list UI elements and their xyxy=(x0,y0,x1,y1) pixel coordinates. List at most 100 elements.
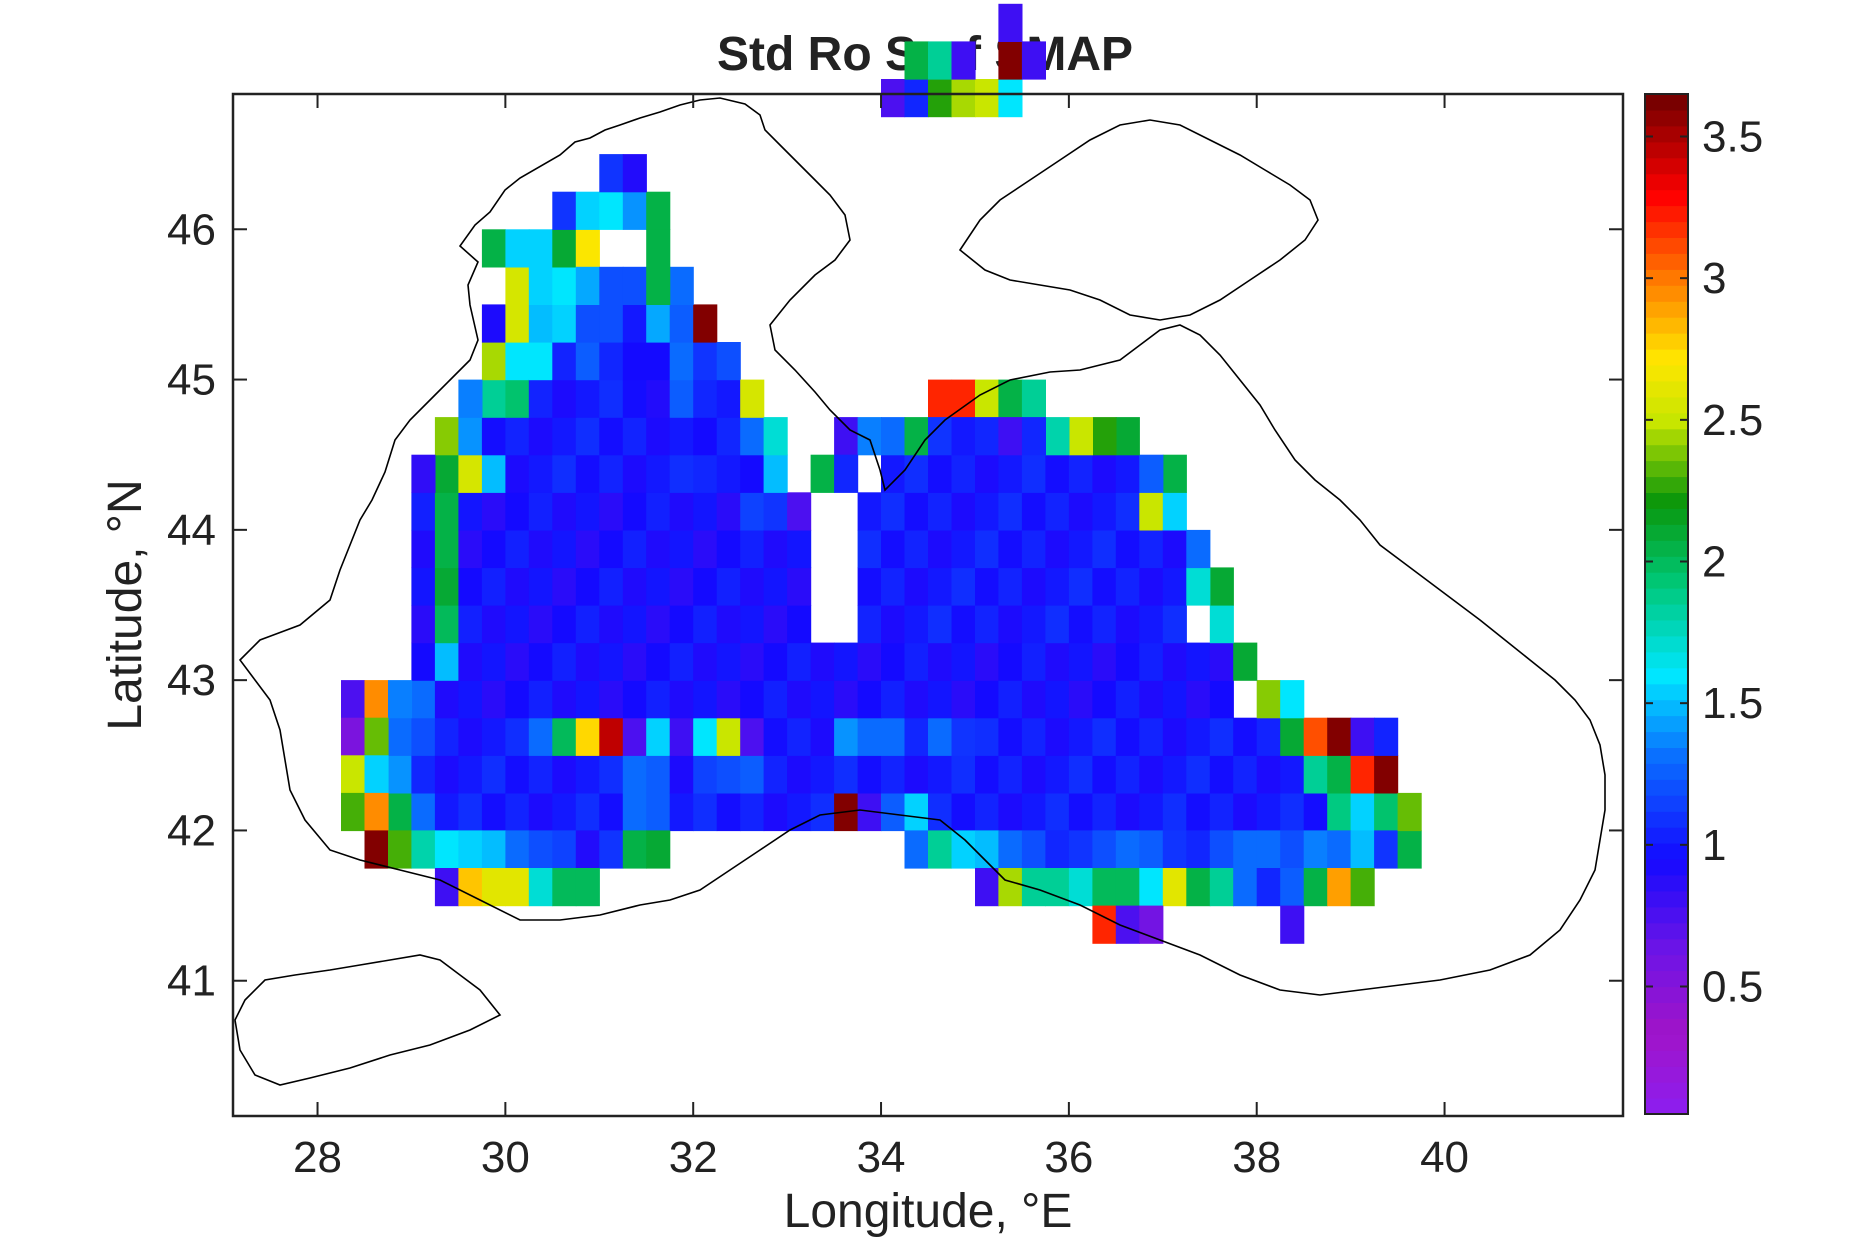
heatmap-cell xyxy=(810,680,835,719)
colorbar-swatch xyxy=(1645,189,1688,207)
heatmap-cell xyxy=(1233,830,1258,869)
heatmap-cell xyxy=(787,755,812,794)
heatmap-cell xyxy=(740,567,765,606)
heatmap-cell xyxy=(646,529,671,569)
heatmap-cell xyxy=(599,717,624,756)
heatmap-cell xyxy=(458,417,483,456)
heatmap-cell xyxy=(1256,755,1281,794)
heatmap-cell xyxy=(388,830,413,869)
heatmap-cell xyxy=(575,342,600,381)
heatmap-cell xyxy=(904,529,929,569)
heatmap-cell xyxy=(998,642,1023,681)
heatmap-cell xyxy=(975,492,1000,531)
heatmap-cell xyxy=(528,680,553,719)
heatmap-cell xyxy=(740,605,765,644)
heatmap-cell xyxy=(505,792,530,832)
heatmap-cell xyxy=(810,792,835,832)
heatmap-cell xyxy=(1374,717,1399,756)
heatmap-cell xyxy=(411,529,436,569)
heatmap-cell xyxy=(1139,755,1164,794)
heatmap-cell xyxy=(716,454,741,493)
heatmap-cell xyxy=(1045,454,1070,493)
heatmap-cell xyxy=(1256,792,1281,832)
colorbar-swatch xyxy=(1645,301,1688,318)
heatmap-cell xyxy=(1186,717,1211,756)
heatmap-cell xyxy=(951,642,976,681)
colorbar-swatch xyxy=(1645,253,1688,270)
heatmap-cell xyxy=(505,417,530,456)
heatmap-cell xyxy=(975,680,1000,719)
heatmap-cell xyxy=(716,567,741,606)
x-tick-label: 38 xyxy=(1232,1133,1281,1182)
heatmap-cell xyxy=(928,830,953,869)
heatmap-cell xyxy=(599,417,624,456)
heatmap-cell xyxy=(787,567,812,606)
heatmap-cell xyxy=(505,717,530,756)
heatmap-cell xyxy=(646,492,671,531)
heatmap-cell xyxy=(763,454,788,493)
heatmap-cell xyxy=(1092,492,1117,531)
heatmap-cell xyxy=(458,492,483,531)
heatmap-cell xyxy=(1162,680,1187,719)
heatmap-cell xyxy=(669,717,694,756)
heatmap-cell xyxy=(505,567,530,606)
heatmap-cell xyxy=(951,755,976,794)
heatmap-cell xyxy=(834,717,859,756)
heatmap-cell xyxy=(481,567,506,606)
plot-frame xyxy=(231,92,1625,1118)
heatmap-cell xyxy=(1209,567,1234,606)
heatmap-cell xyxy=(716,417,741,456)
colorbar-swatch xyxy=(1645,667,1688,685)
x-tick-label: 40 xyxy=(1420,1133,1469,1182)
heatmap-cell xyxy=(575,830,600,869)
heatmap-cell xyxy=(669,529,694,569)
heatmap-cell xyxy=(1092,717,1117,756)
heatmap-cell xyxy=(552,417,577,456)
heatmap-cell xyxy=(505,529,530,569)
heatmap-cell xyxy=(998,868,1023,907)
heatmap-cell xyxy=(646,342,671,381)
heatmap-cell xyxy=(834,454,859,493)
heatmap-cell xyxy=(975,529,1000,569)
heatmap-cell xyxy=(1209,792,1234,832)
heatmap-cell xyxy=(1068,492,1093,531)
heatmap-cell xyxy=(1092,529,1117,569)
heatmap-cell xyxy=(481,417,506,456)
heatmap-cell xyxy=(481,529,506,569)
heatmap-cell xyxy=(458,755,483,794)
heatmap-cell xyxy=(505,830,530,869)
heatmap-cell xyxy=(1209,717,1234,756)
heatmap-cell xyxy=(787,680,812,719)
heatmap-cell xyxy=(763,605,788,644)
heatmap-cell xyxy=(1209,680,1234,719)
colorbar-swatch xyxy=(1645,1018,1688,1035)
y-tick-label: 44 xyxy=(167,506,216,555)
x-tick-label: 30 xyxy=(481,1133,530,1182)
heatmap-cell xyxy=(975,868,1000,907)
heatmap-cell xyxy=(834,417,859,456)
colorbar-swatch xyxy=(1645,604,1688,621)
heatmap-cell xyxy=(1092,830,1117,869)
heatmap-cell xyxy=(646,680,671,719)
heatmap-cell xyxy=(622,529,647,569)
heatmap-cell xyxy=(1139,830,1164,869)
heatmap-cell xyxy=(575,454,600,493)
x-tick-label: 34 xyxy=(857,1133,906,1182)
heatmap-cell xyxy=(1233,868,1258,907)
heatmap-cell xyxy=(1115,792,1140,832)
heatmap-cell xyxy=(1303,755,1328,794)
heatmap-cell xyxy=(763,417,788,456)
y-tick-label: 43 xyxy=(167,656,216,705)
colorbar-frame xyxy=(1644,93,1689,1115)
heatmap-cell xyxy=(458,830,483,869)
heatmap-cell xyxy=(951,605,976,644)
heatmap-cell xyxy=(411,792,436,832)
heatmap-cell xyxy=(975,379,1000,418)
y-tick-label: 42 xyxy=(167,806,216,855)
heatmap-cell xyxy=(575,191,600,230)
heatmap-cell xyxy=(646,417,671,456)
heatmap-cell xyxy=(411,454,436,493)
heatmap-cell xyxy=(528,642,553,681)
heatmap-cell xyxy=(341,792,366,832)
heatmap-cell xyxy=(763,792,788,832)
